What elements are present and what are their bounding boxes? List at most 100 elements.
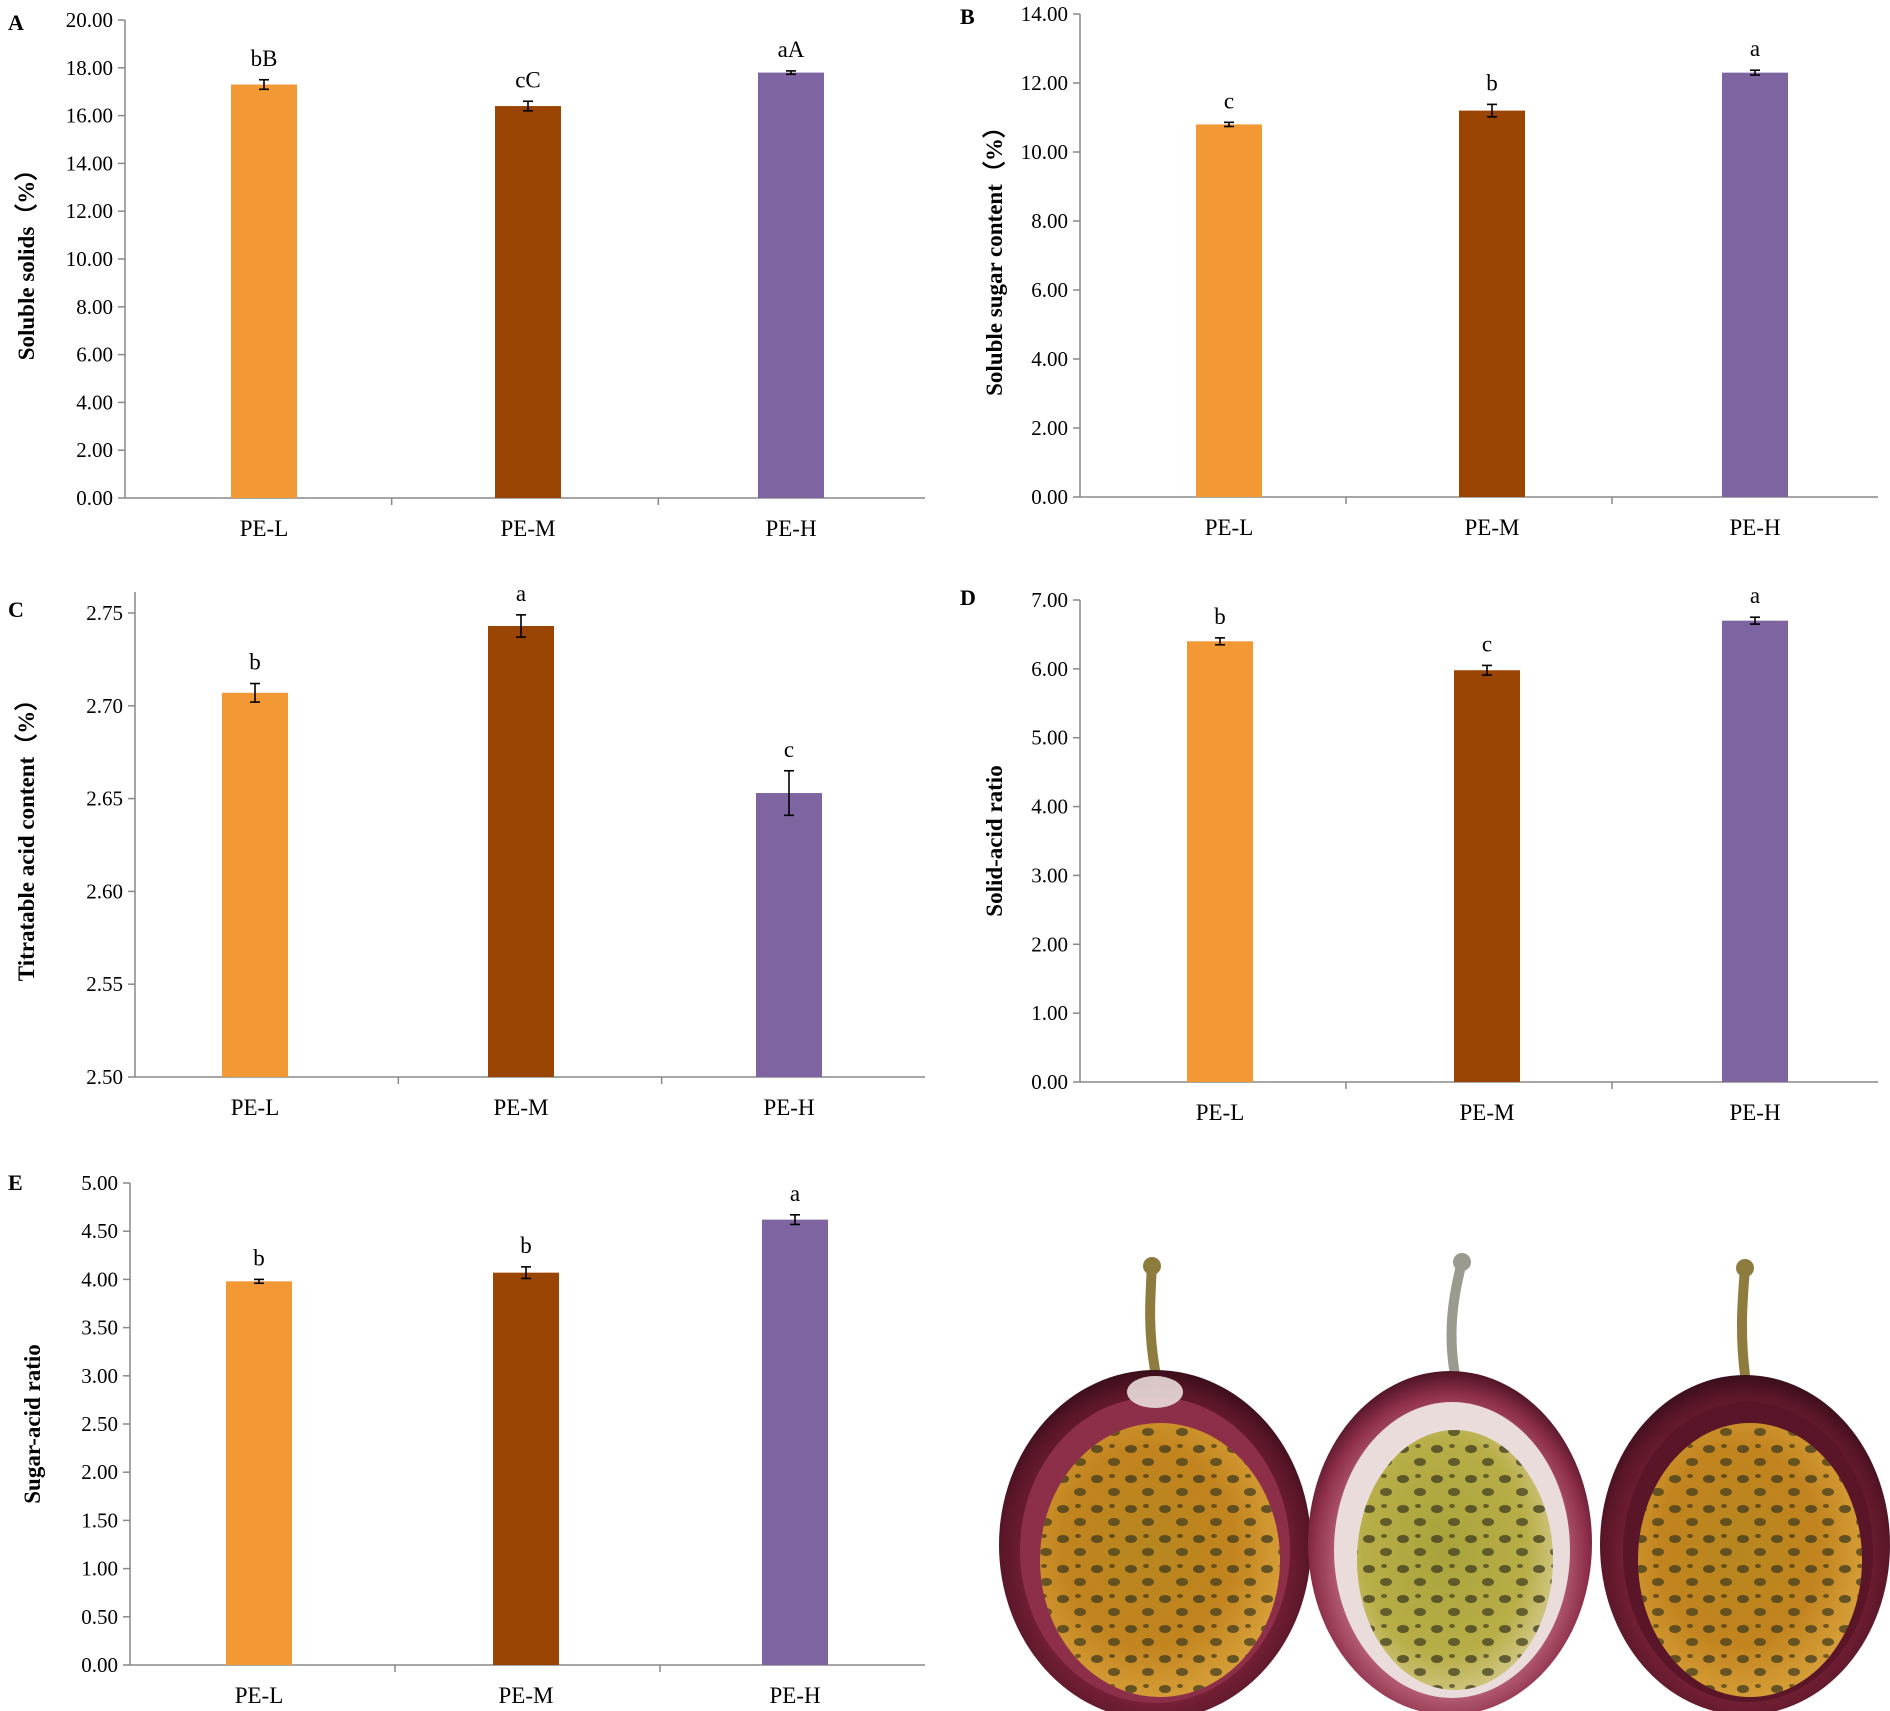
y-tick-label: 6.00 [1031,657,1068,681]
y-tick-label: 1.50 [81,1508,118,1532]
y-axis-title: Soluble sugar content（%） [981,115,1007,396]
y-tick-label: 2.50 [81,1412,118,1436]
panel-letter: D [960,585,976,610]
bar-pe-l [222,692,288,1077]
significance-label: c [784,737,794,762]
significance-label: aA [778,37,805,62]
category-label: PE-H [769,1683,820,1708]
chart-panel-A: A 0.00 2.00 4.00 6.00 8.00 10.00 12.00 14.00 16.0… [8,8,925,541]
category-label: PE-M [1465,515,1520,540]
y-tick-label: 2.00 [1031,416,1068,440]
significance-label: c [1224,88,1234,113]
y-axis-title: Titratable acid content（%） [13,688,39,981]
y-tick-label: 14.00 [1021,2,1068,26]
bar-pe-m [1459,110,1525,497]
bar-pe-h [756,793,822,1077]
y-tick-label: 2.75 [86,601,123,625]
chart-panel-C: C 2.50 2.55 2.60 2.65 2.70 2.75 b PE-L a PE-M c PE-H… [8,581,925,1120]
bar-pe-l [231,84,297,498]
y-tick-label: 1.00 [1031,1001,1068,1025]
y-tick-label: 12.00 [66,199,113,223]
y-tick-label: 5.00 [1031,726,1068,750]
y-axis-title: Sugar-acid ratio [20,1344,45,1504]
bar-pe-m [495,106,561,498]
y-tick-label: 1.00 [81,1557,118,1581]
significance-label: b [1214,604,1226,629]
y-tick-label: 2.00 [81,1460,118,1484]
y-tick-label: 2.70 [86,694,123,718]
category-label: PE-M [1460,1100,1515,1125]
y-tick-label: 10.00 [1021,140,1068,164]
bar-pe-l [1196,124,1262,498]
significance-label: b [520,1233,532,1258]
y-tick-label: 3.50 [81,1316,118,1340]
category-label: PE-H [1729,515,1780,540]
y-tick-label: 10.00 [66,247,113,271]
y-tick-label: 20.00 [66,8,113,32]
category-label: PE-M [499,1683,554,1708]
y-tick-label: 2.00 [76,438,113,462]
y-axis-title: Solid-acid ratio [982,765,1007,916]
category-label: PE-H [763,1095,814,1120]
category-label: PE-L [235,1683,284,1708]
category-label: PE-H [765,516,816,541]
significance-label: b [253,1245,265,1270]
panel-letter: E [8,1170,23,1195]
bar-pe-l [226,1281,292,1665]
category-label: PE-L [1196,1100,1245,1125]
category-label: PE-H [1729,1100,1780,1125]
category-label: PE-L [240,516,289,541]
bar-pe-m [1454,670,1520,1082]
y-tick-label: 0.50 [81,1605,118,1629]
significance-label: a [1750,36,1760,61]
significance-label: c [1482,631,1492,656]
y-tick-label: 4.00 [1031,795,1068,819]
fruit-photo [999,1253,1890,1711]
charts-layer: A 0.00 2.00 4.00 6.00 8.00 10.00 12.00 14.00 16.0… [8,2,1878,1708]
bar-pe-h [1722,72,1788,498]
panel-letter: C [8,597,24,622]
significance-label: a [1750,583,1760,608]
y-tick-label: 4.00 [76,390,113,414]
category-label: PE-M [501,516,556,541]
y-tick-label: 18.00 [66,56,113,80]
y-tick-label: 14.00 [66,151,113,175]
significance-label: a [790,1181,800,1206]
y-tick-label: 3.00 [81,1364,118,1388]
bar-pe-l [1187,641,1253,1082]
significance-label: b [1486,70,1498,95]
panel-letter: A [8,10,24,35]
significance-label: b [249,650,261,675]
y-tick-label: 2.00 [1031,932,1068,956]
y-tick-label: 8.00 [76,295,113,319]
y-tick-label: 7.00 [1031,588,1068,612]
y-axis-title: Soluble solids（%） [13,158,39,361]
chart-panel-E: E 0.00 0.50 1.00 1.50 2.00 2.50 3.00 3.50 4.00 4.5… [8,1170,925,1708]
significance-label: bB [251,46,278,71]
fruit-1-image [999,1257,1311,1711]
y-tick-label: 4.00 [1031,347,1068,371]
y-tick-label: 8.00 [1031,209,1068,233]
fruit-3-image [1600,1259,1890,1711]
bar-pe-m [493,1272,559,1665]
bar-pe-h [762,1219,828,1665]
y-tick-label: 2.65 [86,787,123,811]
y-tick-label: 0.00 [1031,1070,1068,1094]
chart-panel-D: D 0.00 1.00 2.00 3.00 4.00 5.00 6.00 7.00 b PE-L c P… [960,583,1878,1125]
chart-panel-B: B 0.00 2.00 4.00 6.00 8.00 10.00 12.00 14.00 c PE-… [960,2,1878,540]
bar-pe-h [1722,620,1788,1082]
bar-pe-m [488,625,554,1077]
y-tick-label: 4.50 [81,1219,118,1243]
category-label: PE-L [231,1095,280,1120]
y-tick-label: 5.00 [81,1171,118,1195]
significance-label: a [516,581,526,606]
y-tick-label: 2.50 [86,1065,123,1089]
y-tick-label: 12.00 [1021,71,1068,95]
fruit-2-image [1308,1253,1592,1711]
y-tick-label: 2.60 [86,879,123,903]
y-tick-label: 0.00 [1031,485,1068,509]
y-tick-label: 0.00 [81,1653,118,1677]
panel-letter: B [960,4,975,29]
y-tick-label: 4.00 [81,1267,118,1291]
